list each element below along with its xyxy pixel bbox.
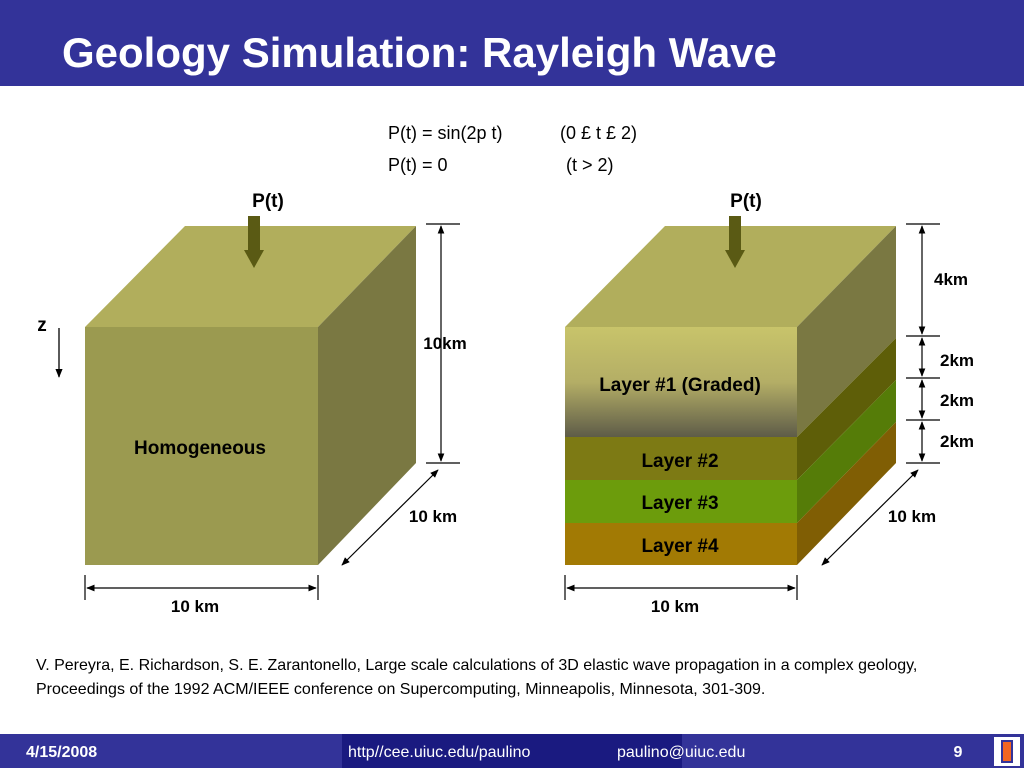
layer (565, 437, 797, 480)
equation-condition: (t > 2) (566, 155, 614, 175)
force-label: P(t) (252, 191, 284, 212)
homogeneous-block (85, 226, 416, 565)
citation-box: V. Pereyra, E. Richardson, S. E. Zaranto… (36, 657, 918, 698)
thickness-label: 2km (940, 351, 974, 370)
width-label: 10 km (171, 597, 219, 616)
footer-date: 4/15/2008 (26, 744, 97, 761)
thickness-label: 2km (940, 391, 974, 410)
axis-label: z (37, 315, 47, 336)
layer (565, 480, 797, 523)
equations: P(t) = sin(2p t) (0 £ t £ 2) P(t) = 0 (t… (388, 123, 637, 175)
dimensions (84, 223, 460, 600)
header-band (0, 0, 1024, 86)
layer (565, 523, 797, 565)
equation-condition: (0 £ t £ 2) (560, 123, 637, 143)
force-arrow-head (244, 250, 264, 268)
footer-center (342, 734, 682, 768)
footer-url: http//cee.uiuc.edu/paulino (348, 744, 530, 761)
force-label: P(t) (730, 191, 762, 212)
slide-title: Geology Simulation: Rayleigh Wave (62, 29, 777, 76)
page-number: 9 (954, 744, 963, 761)
front-face (85, 327, 318, 565)
citation: V. Pereyra, E. Richardson, S. E. Zaranto… (36, 657, 918, 698)
force-arrow (248, 216, 260, 252)
layer-label: Layer #2 (641, 451, 718, 472)
equation: P(t) = 0 (388, 155, 448, 175)
layer-label: Layer #3 (641, 493, 718, 514)
layer-label: Layer #4 (641, 536, 719, 557)
force-arrow (729, 216, 741, 252)
height-label: 10km (423, 334, 466, 353)
depth-label: 10 km (888, 507, 936, 526)
logo-mark (1001, 740, 1013, 763)
top-face (85, 226, 416, 327)
depth-label: 10 km (409, 507, 457, 526)
dimensions (564, 223, 940, 600)
side-face (797, 338, 896, 480)
force-arrow-head (725, 250, 745, 268)
equation: P(t) = sin(2p t) (388, 123, 503, 143)
block-label: Homogeneous (134, 438, 266, 459)
top-face (565, 226, 896, 327)
side-face (797, 226, 896, 437)
layer (565, 327, 797, 437)
footer-email: paulino@uiuc.edu (617, 744, 745, 761)
thickness-label: 4km (934, 270, 968, 289)
layer-label: Layer #1 (Graded) (599, 375, 761, 396)
width-label: 10 km (651, 597, 699, 616)
thickness-label: 2km (940, 432, 974, 451)
